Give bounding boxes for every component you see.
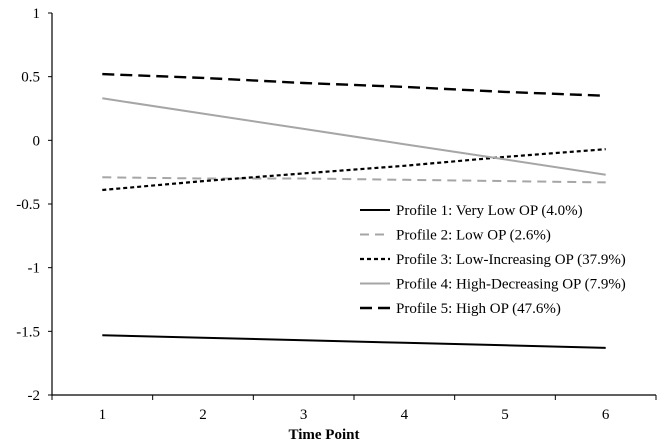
- y-tick-labels: 1 0.5 0 -0.5 -1 -1.5 -2: [16, 6, 52, 404]
- y-tick-label: 0: [33, 133, 41, 149]
- x-tick-label: 4: [401, 407, 409, 423]
- x-tick-label: 3: [300, 407, 308, 423]
- series-line-profile-5: [102, 72, 606, 97]
- legend-label-profile-5: Profile 5: High OP (47.6%): [396, 301, 561, 317]
- x-tick-label: 5: [501, 407, 509, 423]
- series-line-profile-2: [102, 176, 606, 184]
- series-lines: [102, 72, 606, 349]
- x-tick-labels: 1 2 3 4 5 6: [51, 395, 657, 423]
- x-tick-label: 6: [602, 407, 610, 423]
- x-axis-title: Time Point: [289, 427, 360, 443]
- series-line-profile-1: [102, 334, 606, 349]
- y-tick-label: -2: [28, 388, 41, 404]
- y-tick-label: -1: [28, 261, 41, 277]
- x-tick-label: 2: [199, 407, 207, 423]
- legend-label-profile-2: Profile 2: Low OP (2.6%): [396, 228, 551, 244]
- legend-label-profile-3: Profile 3: Low-Increasing OP (37.9%): [396, 252, 626, 268]
- y-tick-label: -1.5: [16, 324, 40, 340]
- y-tick-label: -0.5: [16, 197, 40, 213]
- legend: Profile 1: Very Low OP (4.0%) Profile 2: …: [360, 203, 626, 317]
- y-tick-label: 0.5: [21, 70, 40, 86]
- series-line-profile-3: [102, 148, 606, 192]
- y-tick-label: 1: [33, 6, 41, 22]
- x-tick-label: 1: [99, 407, 107, 423]
- legend-label-profile-4: Profile 4: High-Decreasing OP (7.9%): [396, 277, 626, 293]
- series-line-profile-4: [102, 97, 606, 176]
- legend-label-profile-1: Profile 1: Very Low OP (4.0%): [396, 203, 583, 219]
